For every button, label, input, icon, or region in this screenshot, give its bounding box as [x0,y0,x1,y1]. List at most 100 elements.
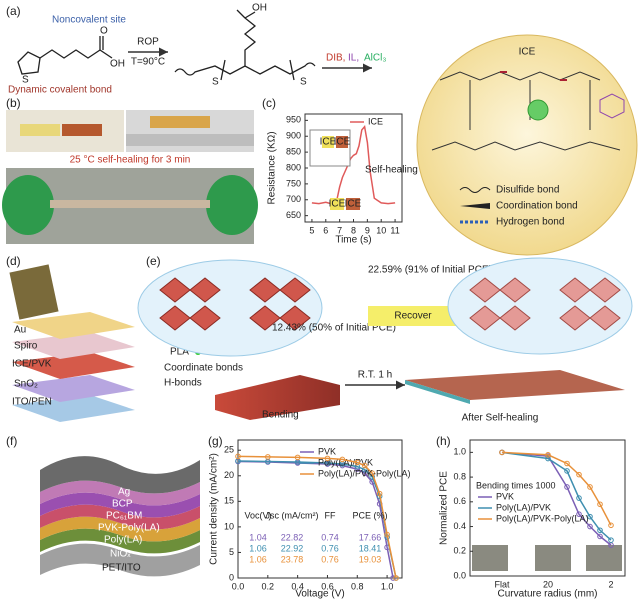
layer-label: PET/ITO [102,563,141,574]
atom: S [212,77,219,88]
table-cell: 1.04 [249,532,267,542]
table-cell: 0.74 [321,532,339,542]
legend-label: Poly(LA)/PVK [496,502,551,512]
x-axis-label: Curvature radius (mm) [497,589,597,599]
marker [545,452,551,458]
atom: S [300,77,307,88]
plot-frame [237,439,403,579]
layer-label: ICE/PVK [12,359,52,370]
panel-label: (b) [6,96,21,110]
annotation: After Self-healing [462,413,539,424]
legend-label: Coordination bond [496,201,578,212]
legend-symbol [460,203,490,209]
legend-label: Disulfide bond [496,185,559,196]
table-cell: 22.82 [281,532,304,542]
series-line [501,451,612,546]
y-tick-label: 900 [286,131,301,141]
x-tick-label: 2 [608,579,613,589]
layer-label: Poly(LA) [104,535,142,546]
annotation: Dynamic covalent bond [8,85,112,96]
atom: OH [110,59,125,70]
y-axis-label: Normalized PCE [439,471,450,545]
marker [354,459,361,466]
y-tick-label: 800 [286,162,301,172]
panel-label: (f) [6,434,17,448]
y-tick-label: 0 [229,572,234,582]
layer-label: Spiro [14,341,38,352]
x-tick-label: 8 [351,225,356,235]
marker [597,533,603,540]
marker [361,466,368,473]
x-tick-label: 1.0 [381,581,394,591]
panel-label: (a) [6,4,21,18]
glove [2,175,54,235]
table-cell: 17.66 [359,532,382,542]
sample [50,200,210,208]
y-tick-label: 950 [286,115,301,125]
ruler [126,134,254,146]
marker [545,455,551,462]
y-axis-label: Current density (mA/cm²) [209,453,220,565]
y-tick-label: 700 [286,194,301,204]
marker [339,456,346,463]
polymer [174,9,316,81]
table-cell: 22.92 [281,543,304,553]
layer-label: PVK-Poly(LA) [98,523,160,534]
legend-symbol [459,187,491,193]
marker [597,527,603,534]
marker [361,462,368,469]
y-tick-label: 0.8 [453,471,466,481]
photo [472,545,508,571]
marker [587,484,593,490]
x-tick-label: 0.0 [232,581,245,591]
x-tick-label: 9 [365,225,370,235]
sample [20,124,60,136]
marker [265,454,271,460]
legend-label: H-bonds [164,378,202,389]
table-header: PCE (%) [352,510,387,520]
marker [393,575,399,581]
network-chains [431,71,625,151]
x-axis-label: Time (s) [335,235,371,246]
y-tick-label: 650 [286,210,301,220]
legend-label: Poly(LA)/PVK-Poly(LA) [318,468,411,478]
marker [587,523,593,530]
marker [608,522,614,529]
y-tick-label: 850 [286,146,301,156]
panel-label: (c) [262,96,276,110]
marker [597,501,603,508]
condition: ROP [137,37,159,48]
x-tick-label: 0.4 [291,581,304,591]
legend-label: Hydrogen bond [496,217,564,228]
y-tick-label: 1.0 [453,447,466,457]
marker [369,470,375,477]
table-cell: 0.76 [321,554,339,564]
panel-label: (h) [436,434,451,448]
y-tick-label: 750 [286,178,301,188]
marker [324,455,331,462]
annotation: 25 °C self-healing for 3 min [70,155,191,166]
flexible-stack [40,456,200,577]
inset-label: ICE [345,199,362,210]
y-tick-label: 0.0 [453,570,466,580]
inset-label: ICE [334,137,351,148]
table-cell: 1.06 [249,554,267,564]
sample [62,124,102,136]
legend-label: PLA [170,347,189,358]
atom: S [22,75,29,86]
legend-label: Coordinate bonds [164,363,243,374]
panel-label: (d) [6,254,21,268]
photo [535,545,571,571]
x-tick-label: 20 [543,579,553,589]
zoom-bubble [137,259,323,357]
x-axis-label: Voltage (V) [295,589,344,599]
film-edge [405,380,470,404]
layer-label: PC₆₁BM [106,511,142,522]
marker [235,453,241,460]
sample [330,198,344,210]
layer-label: Au [14,325,26,336]
series-line [237,455,397,579]
x-tick-label: 10 [376,225,386,235]
photo [586,545,622,571]
y-tick-label: 15 [224,496,234,506]
